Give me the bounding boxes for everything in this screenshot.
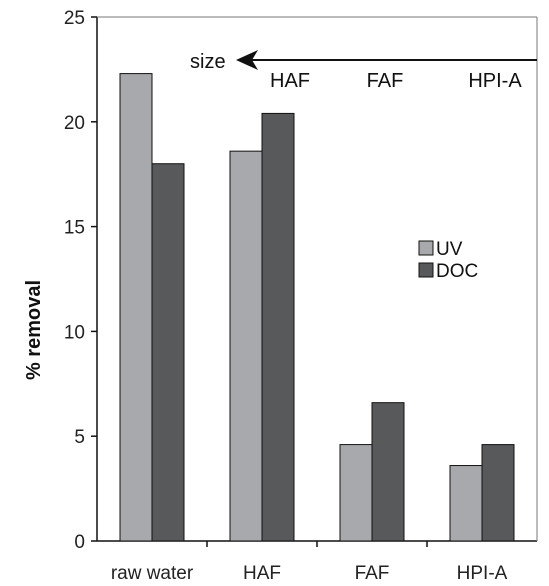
legend-label-doc: DOC bbox=[436, 261, 478, 282]
bar-uv-hpi-a bbox=[449, 465, 483, 542]
x-tick-label: FAF bbox=[355, 563, 390, 584]
bar-uv-faf bbox=[339, 444, 373, 542]
annotation-label-haf: HAF bbox=[270, 70, 310, 92]
bar-doc-raw-water bbox=[151, 163, 185, 542]
annotation-label-faf: FAF bbox=[367, 70, 404, 92]
size-annotation: size HAF FAF HPI-A bbox=[190, 50, 537, 92]
bar-uv-haf bbox=[229, 150, 263, 542]
legend: UV DOC bbox=[418, 239, 478, 282]
size-arrow-label: size bbox=[190, 51, 226, 73]
y-tick-label: 5 bbox=[74, 427, 85, 448]
y-tick-label: 10 bbox=[64, 322, 85, 343]
legend-swatch-doc bbox=[418, 262, 434, 278]
y-tick-label: 20 bbox=[64, 113, 85, 134]
bar-doc-hpi-a bbox=[481, 444, 515, 542]
legend-swatch-uv bbox=[418, 240, 434, 256]
y-axis-ticks: 0 5 10 15 20 25 bbox=[64, 8, 97, 553]
bar-uv-raw-water bbox=[119, 73, 153, 542]
y-axis-title: % removal bbox=[23, 280, 45, 380]
y-tick-label: 15 bbox=[64, 218, 85, 239]
y-tick-label: 0 bbox=[74, 532, 85, 553]
x-tick-label: HPI-A bbox=[457, 563, 508, 584]
size-arrow-head bbox=[236, 50, 258, 70]
bar-doc-faf bbox=[371, 402, 405, 542]
x-tick-label: HAF bbox=[243, 563, 281, 584]
bars bbox=[119, 73, 515, 542]
bar-doc-haf bbox=[261, 112, 295, 542]
x-tick-label: raw water bbox=[111, 563, 194, 584]
x-axis-ticks: raw water HAF FAF HPI-A bbox=[111, 541, 508, 584]
legend-label-uv: UV bbox=[436, 239, 463, 260]
y-tick-label: 25 bbox=[64, 8, 85, 29]
annotation-label-hpi-a: HPI-A bbox=[468, 70, 522, 92]
